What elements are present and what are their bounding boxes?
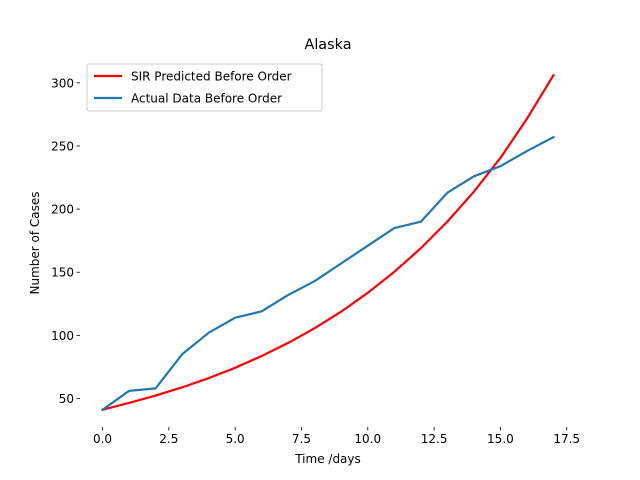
legend: SIR Predicted Before Order Actual Data Be… — [86, 63, 323, 112]
chart-title: Alaska — [304, 37, 351, 53]
legend-label-1: SIR Predicted Before Order — [131, 70, 292, 84]
y-tick-label: 150 — [51, 266, 74, 280]
x-tick-label: 0.0 — [93, 432, 112, 446]
x-axis-label: Time /days — [294, 452, 361, 466]
x-tick-label: 17.5 — [553, 432, 580, 446]
y-tick-label: 250 — [51, 139, 74, 153]
legend-items: SIR Predicted Before Order Actual Data Be… — [94, 70, 292, 106]
series-line-1 — [101, 73, 555, 412]
y-tick-label: 100 — [51, 329, 74, 343]
y-tick-label: 50 — [59, 392, 74, 406]
legend-box — [86, 63, 323, 112]
x-tick-label: 5.0 — [226, 432, 245, 446]
x-tick-label: 12.5 — [421, 432, 448, 446]
x-tick-label: 15.0 — [487, 432, 514, 446]
plot-lines — [101, 73, 555, 412]
y-tick-label: 200 — [51, 203, 74, 217]
y-axis: 50 100 150 200 250 300 — [51, 76, 80, 406]
y-tick-label: 300 — [51, 76, 74, 90]
x-tick-label: 10.0 — [354, 432, 381, 446]
series-line-2 — [101, 135, 555, 412]
y-axis-label: Number of Cases — [28, 191, 42, 294]
x-tick-label: 7.5 — [292, 432, 311, 446]
x-tick-label: 2.5 — [159, 432, 178, 446]
legend-label-2: Actual Data Before Order — [131, 92, 282, 106]
x-axis: 0.0 2.5 5.0 7.5 10.0 12.5 15.0 17.5 — [93, 427, 580, 446]
